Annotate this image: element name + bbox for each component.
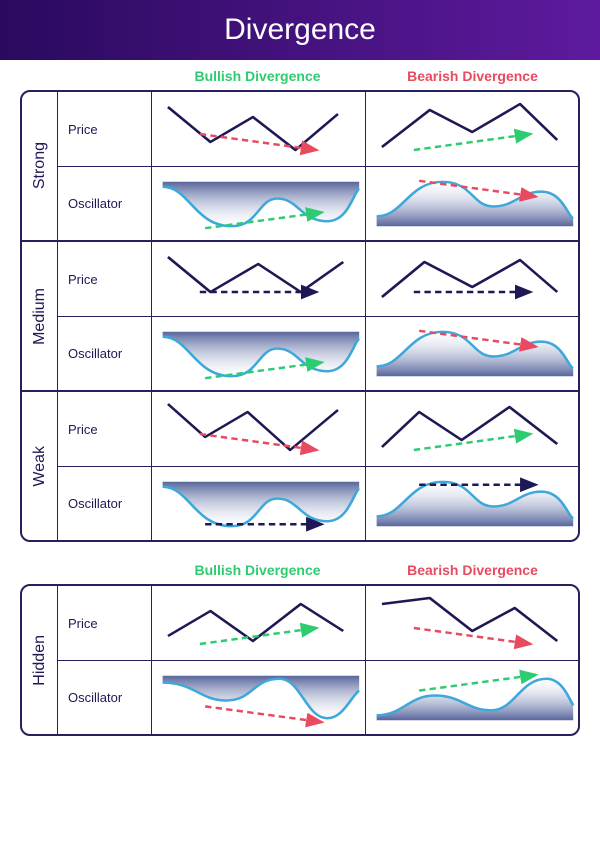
category-row: Medium Price Oscillator [22,240,578,390]
chart-bullish-oscillator [152,467,366,540]
group-hidden: Hidden Price Oscillator [20,584,580,736]
category-label-cell: Medium [22,242,58,390]
row-label: Price [58,392,152,466]
chart-bearish-price [366,92,579,166]
row-label: Price [58,242,152,316]
row-label: Oscillator [58,661,152,734]
data-row: Price [58,92,578,166]
chart-bearish-oscillator [366,167,579,240]
chart-bearish-price [366,586,579,660]
category-label-cell: Weak [22,392,58,540]
data-row: Price [58,392,578,466]
chart-bullish-price [152,392,366,466]
column-headers: Bullish Divergence Bearish Divergence [0,60,600,90]
row-label: Oscillator [58,317,152,390]
category-label: Hidden [31,635,49,686]
chart-bearish-oscillator [366,317,579,390]
bearish-header: Bearish Divergence [365,562,580,578]
chart-bullish-price [152,586,366,660]
chart-bearish-price [366,392,579,466]
row-label: Oscillator [58,167,152,240]
data-row: Oscillator [58,316,578,390]
category-label: Strong [31,142,49,189]
chart-bearish-price [366,242,579,316]
chart-bullish-price [152,92,366,166]
category-row: Weak Price Oscillator [22,390,578,540]
data-row: Price [58,586,578,660]
category-row: Strong Price Oscillator [22,92,578,240]
chart-bullish-price [152,242,366,316]
data-row: Price [58,242,578,316]
data-row: Oscillator [58,660,578,734]
chart-bearish-oscillator [366,467,579,540]
category-label-cell: Strong [22,92,58,240]
data-row: Oscillator [58,166,578,240]
bullish-header: Bullish Divergence [150,68,365,84]
category-label: Weak [31,446,49,487]
row-label: Oscillator [58,467,152,540]
bullish-header: Bullish Divergence [150,562,365,578]
row-label: Price [58,92,152,166]
chart-bullish-oscillator [152,167,366,240]
data-row: Oscillator [58,466,578,540]
chart-bullish-oscillator [152,317,366,390]
chart-bearish-oscillator [366,661,579,734]
group-main: Strong Price Oscillator [20,90,580,542]
column-headers: Bullish Divergence Bearish Divergence [0,554,600,584]
category-label: Medium [31,288,49,345]
page-title: Divergence [224,13,376,47]
page-header: Divergence [0,0,600,60]
bearish-header: Bearish Divergence [365,68,580,84]
row-label: Price [58,586,152,660]
category-label-cell: Hidden [22,586,58,734]
category-row: Hidden Price Oscillator [22,586,578,734]
chart-bullish-oscillator [152,661,366,734]
